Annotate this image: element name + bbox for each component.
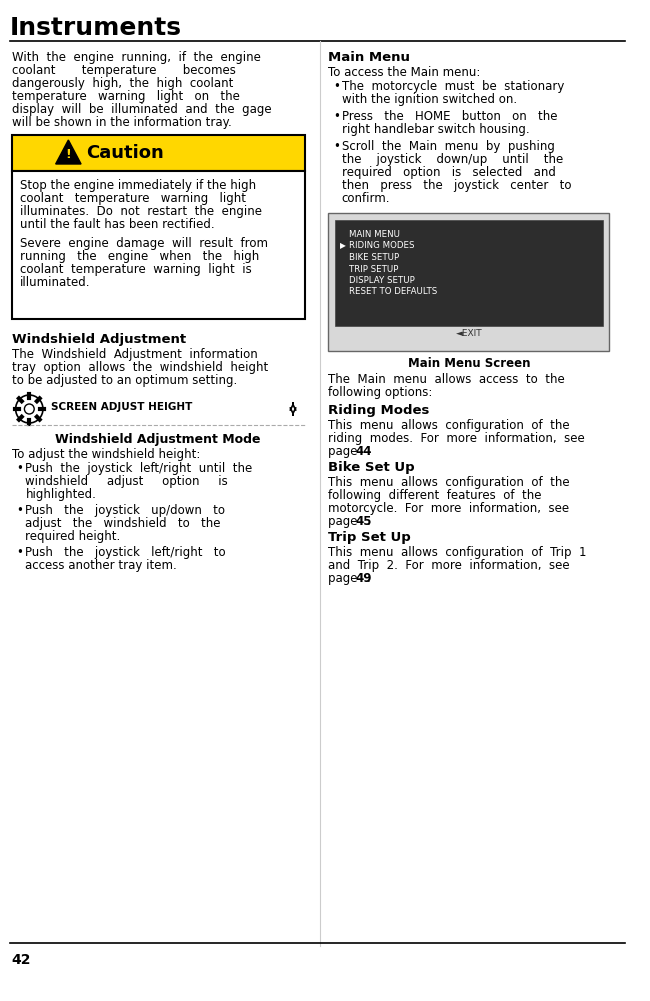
Text: then   press   the   joystick   center   to: then press the joystick center to [342,179,571,192]
Text: to be adjusted to an optimum setting.: to be adjusted to an optimum setting. [12,374,237,387]
Text: display  will  be  illuminated  and  the  gage: display will be illuminated and the gage [12,103,271,116]
Text: ▶: ▶ [340,241,346,250]
Text: •: • [17,504,23,517]
Text: dangerously  high,  the  high  coolant: dangerously high, the high coolant [12,77,233,90]
Text: following options:: following options: [328,386,432,399]
Text: required   option   is   selected   and: required option is selected and [342,166,556,179]
Text: Severe  engine  damage  will  result  from: Severe engine damage will result from [20,237,268,250]
Text: adjust   the   windshield   to   the: adjust the windshield to the [25,517,221,530]
Text: 49: 49 [356,572,372,585]
Text: coolant       temperature       becomes: coolant temperature becomes [12,64,235,77]
Text: To access the Main menu:: To access the Main menu: [328,66,480,79]
Text: following  different  features  of  the: following different features of the [328,489,541,502]
Text: will be shown in the information tray.: will be shown in the information tray. [12,116,231,129]
Text: page: page [328,515,361,528]
Text: Bike Set Up: Bike Set Up [328,461,415,474]
Text: motorcycle.  For  more  information,  see: motorcycle. For more information, see [328,502,569,515]
Text: This  menu  allows  configuration  of  the: This menu allows configuration of the [328,476,570,489]
Text: illuminated.: illuminated. [20,276,90,289]
Text: the    joystick    down/up    until    the: the joystick down/up until the [342,153,563,166]
Text: .: . [367,515,371,528]
Text: The  motorcycle  must  be  stationary: The motorcycle must be stationary [342,80,564,93]
Text: Scroll  the  Main  menu  by  pushing: Scroll the Main menu by pushing [342,140,554,153]
Text: access another tray item.: access another tray item. [25,559,177,572]
Text: .: . [367,445,371,458]
Text: BIKE SETUP: BIKE SETUP [348,253,399,262]
Text: riding  modes.  For  more  information,  see: riding modes. For more information, see [328,432,585,445]
Text: This  menu  allows  configuration  of  Trip  1: This menu allows configuration of Trip 1 [328,546,587,559]
Text: confirm.: confirm. [342,192,391,205]
Text: With  the  engine  running,  if  the  engine: With the engine running, if the engine [12,51,261,64]
FancyBboxPatch shape [12,171,305,319]
Text: ◄EXIT: ◄EXIT [456,329,482,338]
Text: Stop the engine immediately if the high: Stop the engine immediately if the high [20,179,255,192]
Text: 42: 42 [12,953,31,967]
Text: This  menu  allows  configuration  of  the: This menu allows configuration of the [328,419,570,432]
Text: Main Menu Screen: Main Menu Screen [408,357,530,370]
Text: TRIP SETUP: TRIP SETUP [348,264,398,273]
Text: •: • [333,140,340,153]
FancyBboxPatch shape [335,220,603,326]
Text: Push   the   joystick   up/down   to: Push the joystick up/down to [25,504,226,517]
Text: required height.: required height. [25,530,121,543]
Text: and  Trip  2.  For  more  information,  see: and Trip 2. For more information, see [328,559,570,572]
Text: coolant   temperature   warning   light: coolant temperature warning light [20,192,246,205]
Text: •: • [17,546,23,559]
Text: DISPLAY SETUP: DISPLAY SETUP [348,276,415,285]
Text: Press   the   HOME   button   on   the: Press the HOME button on the [342,110,557,123]
Text: right handlebar switch housing.: right handlebar switch housing. [342,123,530,136]
Text: The  Main  menu  allows  access  to  the: The Main menu allows access to the [328,373,565,386]
Text: windshield     adjust     option     is: windshield adjust option is [25,475,228,488]
Text: highlighted.: highlighted. [25,488,96,500]
Text: Caution: Caution [86,144,164,162]
Text: Push  the  joystick  left/right  until  the: Push the joystick left/right until the [25,462,253,475]
Text: RESET TO DEFAULTS: RESET TO DEFAULTS [348,287,437,296]
FancyBboxPatch shape [328,213,610,351]
Text: •: • [333,80,340,93]
Text: Main Menu: Main Menu [328,51,410,64]
Text: illuminates.  Do  not  restart  the  engine: illuminates. Do not restart the engine [20,205,261,218]
Text: Riding Modes: Riding Modes [328,404,430,417]
Text: until the fault has been rectified.: until the fault has been rectified. [20,218,214,231]
Text: page: page [328,572,361,585]
FancyBboxPatch shape [12,135,305,171]
Text: coolant  temperature  warning  light  is: coolant temperature warning light is [20,263,252,276]
Text: RIDING MODES: RIDING MODES [348,241,414,250]
Text: !: ! [66,147,72,160]
Text: Instruments: Instruments [10,16,182,40]
Text: running   the   engine   when   the   high: running the engine when the high [20,250,259,263]
Text: To adjust the windshield height:: To adjust the windshield height: [12,448,200,461]
Polygon shape [56,140,81,164]
Text: •: • [333,110,340,123]
Text: temperature   warning   light   on   the: temperature warning light on the [12,90,240,103]
Text: with the ignition switched on.: with the ignition switched on. [342,93,517,106]
Text: 45: 45 [356,515,372,528]
Text: tray  option  allows  the  windshield  height: tray option allows the windshield height [12,361,268,374]
Text: .: . [367,572,371,585]
Text: 44: 44 [356,445,372,458]
Text: Windshield Adjustment: Windshield Adjustment [12,333,186,346]
Text: MAIN MENU: MAIN MENU [348,230,400,239]
Text: Windshield Adjustment Mode: Windshield Adjustment Mode [55,433,261,446]
Text: Trip Set Up: Trip Set Up [328,531,411,544]
Text: page: page [328,445,361,458]
Text: Push   the   joystick   left/right   to: Push the joystick left/right to [25,546,226,559]
Text: The  Windshield  Adjustment  information: The Windshield Adjustment information [12,348,257,361]
Text: •: • [17,462,23,475]
Text: SCREEN ADJUST HEIGHT: SCREEN ADJUST HEIGHT [51,402,192,412]
